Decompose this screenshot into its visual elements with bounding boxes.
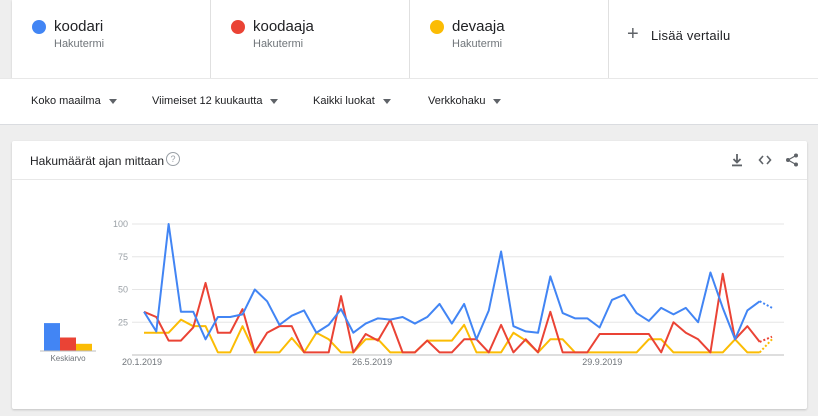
average-bar-devaaja bbox=[76, 343, 92, 351]
term-card-devaaja[interactable]: devaaja Hakutermi bbox=[410, 0, 609, 78]
average-label: Keskiarvo bbox=[50, 354, 86, 363]
time-range-dropdown-label: Viimeiset 12 kuukautta bbox=[152, 95, 263, 107]
caret-down-icon bbox=[270, 98, 279, 104]
series-partial-devaaja bbox=[758, 338, 773, 354]
help-icon[interactable]: ? bbox=[166, 152, 180, 166]
region-dropdown-label: Koko maailma bbox=[31, 95, 101, 107]
term-type: Hakutermi bbox=[253, 38, 304, 50]
series-line-devaaja bbox=[144, 318, 760, 354]
card-header: Hakumäärät ajan mittaan ? bbox=[12, 141, 807, 180]
term-type: Hakutermi bbox=[452, 38, 503, 50]
caret-down-icon bbox=[382, 98, 391, 104]
term-name: koodari bbox=[54, 18, 104, 35]
filter-bar: Koko maailma Viimeiset 12 kuukautta Kaik… bbox=[0, 78, 818, 125]
category-dropdown[interactable]: Kaikki luokat bbox=[313, 95, 391, 107]
compare-bar: koodari Hakutermi koodaaja Hakutermi dev… bbox=[12, 0, 818, 78]
x-tick-label: 20.1.2019 bbox=[122, 357, 162, 367]
average-bar-koodaaja bbox=[60, 337, 76, 351]
embed-icon[interactable] bbox=[757, 152, 773, 168]
term-name: devaaja bbox=[452, 18, 505, 35]
term-color-dot bbox=[32, 20, 46, 34]
plus-icon: + bbox=[627, 23, 639, 45]
y-tick-label: 100 bbox=[113, 219, 128, 229]
add-comparison-button[interactable]: + Lisää vertailu bbox=[609, 0, 818, 78]
x-tick-label: 26.5.2019 bbox=[352, 357, 392, 367]
card-title: Hakumäärät ajan mittaan bbox=[30, 154, 165, 168]
y-tick-label: 25 bbox=[118, 317, 128, 327]
caret-down-icon bbox=[493, 98, 502, 104]
term-card-koodaaja[interactable]: koodaaja Hakutermi bbox=[211, 0, 410, 78]
series-line-koodaaja bbox=[143, 272, 761, 354]
caret-down-icon bbox=[108, 98, 117, 104]
y-tick-label: 50 bbox=[118, 285, 128, 295]
term-type: Hakutermi bbox=[54, 38, 105, 50]
series-partial-koodaaja bbox=[759, 335, 773, 343]
series-partial-koodari bbox=[759, 300, 773, 309]
term-color-dot bbox=[430, 20, 444, 34]
term-card-koodari[interactable]: koodari Hakutermi bbox=[12, 0, 211, 78]
add-comparison-label: Lisää vertailu bbox=[651, 28, 731, 43]
y-tick-label: 75 bbox=[118, 252, 128, 262]
category-dropdown-label: Kaikki luokat bbox=[313, 95, 375, 107]
download-icon[interactable] bbox=[729, 152, 745, 168]
time-range-dropdown[interactable]: Viimeiset 12 kuukautta bbox=[152, 95, 279, 107]
interest-over-time-card: Hakumäärät ajan mittaan ? 25 50 75 100 Kesk… bbox=[12, 141, 807, 409]
region-dropdown[interactable]: Koko maailma bbox=[31, 95, 117, 107]
search-type-dropdown-label: Verkkohaku bbox=[428, 95, 486, 107]
average-bar-koodari bbox=[44, 323, 60, 351]
search-type-dropdown[interactable]: Verkkohaku bbox=[428, 95, 502, 107]
share-icon[interactable] bbox=[784, 152, 800, 168]
x-tick-label: 29.9.2019 bbox=[582, 357, 622, 367]
interest-chart: 25 50 75 100 Keskiarvo 20.1.2019 26.5.2019 29… bbox=[40, 219, 784, 367]
term-name: koodaaja bbox=[253, 18, 314, 35]
term-color-dot bbox=[231, 20, 245, 34]
series-line-koodari bbox=[143, 223, 761, 341]
